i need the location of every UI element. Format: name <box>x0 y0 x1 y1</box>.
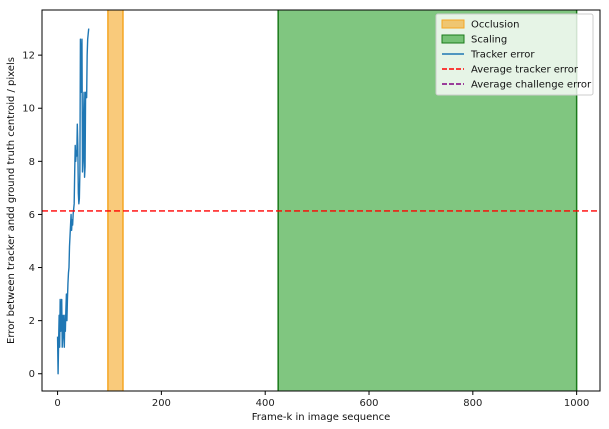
y-tick-label: 4 <box>29 263 35 274</box>
y-axis-ticks: 0 2 4 6 8 10 12 <box>22 51 42 380</box>
x-tick-label: 1000 <box>564 398 589 409</box>
legend: Occlusion Scaling Tracker error Average tra… <box>435 13 594 96</box>
y-tick-label: 2 <box>29 316 35 327</box>
x-tick-label: 600 <box>359 398 378 409</box>
x-tick-label: 200 <box>152 398 171 409</box>
legend-swatch <box>441 19 465 29</box>
y-tick-label: 8 <box>29 157 35 168</box>
y-tick-label: 6 <box>29 210 35 221</box>
legend-swatch <box>441 34 465 44</box>
x-axis-label: Frame-k in image sequence <box>252 412 391 423</box>
x-axis-ticks: 0 200 400 600 800 1000 <box>54 391 589 409</box>
legend-label: Scaling <box>471 35 507 46</box>
legend-entry-tracker-error: Tracker error <box>442 50 535 61</box>
legend-box <box>435 13 594 96</box>
series-lines <box>42 28 600 375</box>
x-tick-label: 400 <box>256 398 275 409</box>
series-tracker-error <box>56 28 90 375</box>
y-tick-label: 0 <box>29 369 35 380</box>
legend-label: Occlusion <box>471 20 519 31</box>
legend-entry-average-challenge-error: Average challenge error <box>442 80 592 91</box>
span-occlusion <box>107 10 123 391</box>
legend-entry-scaling: Scaling <box>441 34 507 46</box>
legend-entry-occlusion: Occlusion <box>441 19 519 31</box>
y-tick-label: 12 <box>22 51 35 62</box>
legend-label: Tracker error <box>470 50 535 61</box>
y-axis-label: Error between tracker andd ground truth … <box>6 57 17 344</box>
legend-label: Average challenge error <box>471 80 592 91</box>
legend-label: Average tracker error <box>471 65 579 76</box>
x-tick-label: 0 <box>54 398 60 409</box>
x-tick-label: 800 <box>463 398 482 409</box>
plot-frame <box>41 9 601 392</box>
y-tick-label: 10 <box>22 104 35 115</box>
legend-entry-average-tracker-error: Average tracker error <box>442 65 579 76</box>
